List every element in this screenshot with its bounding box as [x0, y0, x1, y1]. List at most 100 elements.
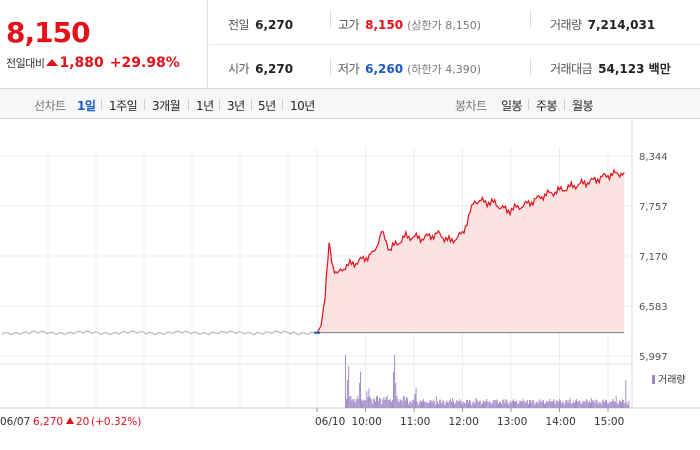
period-3m[interactable]: 3개월 — [152, 99, 181, 113]
period-weekly-candle[interactable]: 주봉 — [536, 99, 558, 113]
change-label: 전일대비 — [6, 57, 45, 70]
volume-bar — [406, 396, 407, 408]
period-1w[interactable]: 1주일 — [109, 99, 138, 113]
volume-bar — [369, 396, 371, 408]
volume-bar — [345, 354, 346, 408]
period-3y[interactable]: 3년 — [227, 99, 245, 113]
volume-bar — [500, 402, 501, 408]
volume-bar — [587, 402, 589, 408]
volume-bar — [494, 400, 496, 408]
price-tick-label: 7,170 — [639, 252, 668, 263]
volume-bar — [372, 399, 374, 408]
volume-bar — [555, 400, 557, 408]
volume-bar — [509, 400, 511, 408]
divider — [188, 99, 189, 110]
volume-bar — [601, 400, 603, 408]
volume-bar — [600, 404, 602, 408]
volume-bar — [470, 400, 472, 408]
volume-bar — [403, 396, 405, 408]
volume-bar — [486, 399, 488, 408]
period-1d[interactable]: 1일 — [77, 99, 96, 113]
line-chart-label: 선차트 — [34, 99, 66, 113]
volume-bar — [548, 401, 550, 408]
volume-bar — [528, 404, 529, 408]
volume-bar — [351, 400, 353, 408]
volume-bar — [620, 401, 621, 408]
volume-bar — [543, 400, 544, 408]
low-stat: 저가 6,260 (하한가 4,390) — [338, 60, 481, 77]
period-10y[interactable]: 10년 — [290, 99, 315, 113]
volume-bar — [477, 402, 479, 408]
volume-bar — [402, 396, 404, 408]
volume-bar — [479, 400, 481, 408]
volume-bar — [580, 403, 582, 408]
volume-bar — [593, 400, 595, 408]
prev-close-value: 6,270 — [255, 18, 294, 32]
volume-bar — [532, 399, 534, 408]
row-divider — [209, 44, 700, 45]
volume-bar — [545, 403, 546, 408]
candle-chart-label: 봉차트 — [455, 99, 487, 113]
volume-bar — [469, 399, 470, 408]
volume-bar — [484, 401, 485, 408]
volume-bar — [616, 402, 618, 408]
volume-bar — [398, 402, 400, 408]
volume-bar — [594, 402, 596, 408]
volume-bar — [458, 401, 460, 408]
volume-bar — [415, 388, 417, 408]
volume-bar — [562, 401, 564, 408]
volume-label: 거래량 — [550, 18, 582, 32]
volume-bar — [523, 400, 525, 408]
period-1y[interactable]: 1년 — [196, 99, 214, 113]
period-5y[interactable]: 5년 — [258, 99, 276, 113]
volume-bar — [589, 400, 590, 408]
volume-bar — [504, 402, 506, 408]
price-tick-label: 8,344 — [639, 152, 668, 163]
volume-bar — [602, 399, 604, 408]
volume-bar — [571, 402, 573, 408]
low-value: 6,260 — [365, 62, 404, 76]
price-area-fill — [317, 170, 625, 333]
volume-bar — [501, 404, 503, 408]
open-stat: 시가 6,270 — [228, 60, 293, 77]
volume-bar — [544, 403, 545, 408]
divider — [330, 10, 331, 28]
volume-bar — [482, 402, 483, 408]
volume-bar — [586, 400, 588, 408]
volume-bar — [411, 403, 413, 408]
volume-legend-label: 거래량 — [658, 374, 686, 386]
volume-bar — [541, 400, 543, 408]
volume-bar — [349, 396, 351, 408]
volume-bar — [505, 399, 507, 408]
volume-bar — [437, 401, 438, 408]
volume-bar — [569, 398, 571, 408]
current-price: 8,150 — [6, 16, 91, 49]
volume-bar — [421, 401, 422, 408]
volume-bar — [563, 402, 565, 408]
volume-bar — [456, 399, 458, 408]
volume-bar — [583, 401, 585, 408]
divider — [282, 99, 283, 110]
period-daily-candle[interactable]: 일봉 — [501, 99, 523, 113]
volume-bar — [426, 401, 428, 408]
volume-bar — [524, 402, 526, 408]
volume-bar — [574, 403, 575, 408]
volume-bar — [381, 404, 383, 408]
volume-value: 7,214,031 — [587, 18, 656, 32]
volume-bar — [487, 401, 489, 408]
volume-bar — [472, 402, 474, 408]
divider — [530, 10, 531, 28]
volume-bar — [475, 398, 477, 408]
period-monthly-candle[interactable]: 월봉 — [572, 99, 594, 113]
volume-bar — [606, 399, 607, 408]
volume-bar — [591, 398, 592, 408]
volume-bar — [391, 401, 392, 408]
volume-bar — [535, 402, 537, 408]
volume-bar — [492, 399, 494, 408]
volume-bar — [553, 399, 555, 408]
volume-bar — [432, 399, 434, 408]
volume-bar — [355, 399, 357, 408]
volume-bar — [384, 399, 386, 408]
volume-bar — [565, 400, 567, 408]
volume-bar — [471, 405, 473, 408]
